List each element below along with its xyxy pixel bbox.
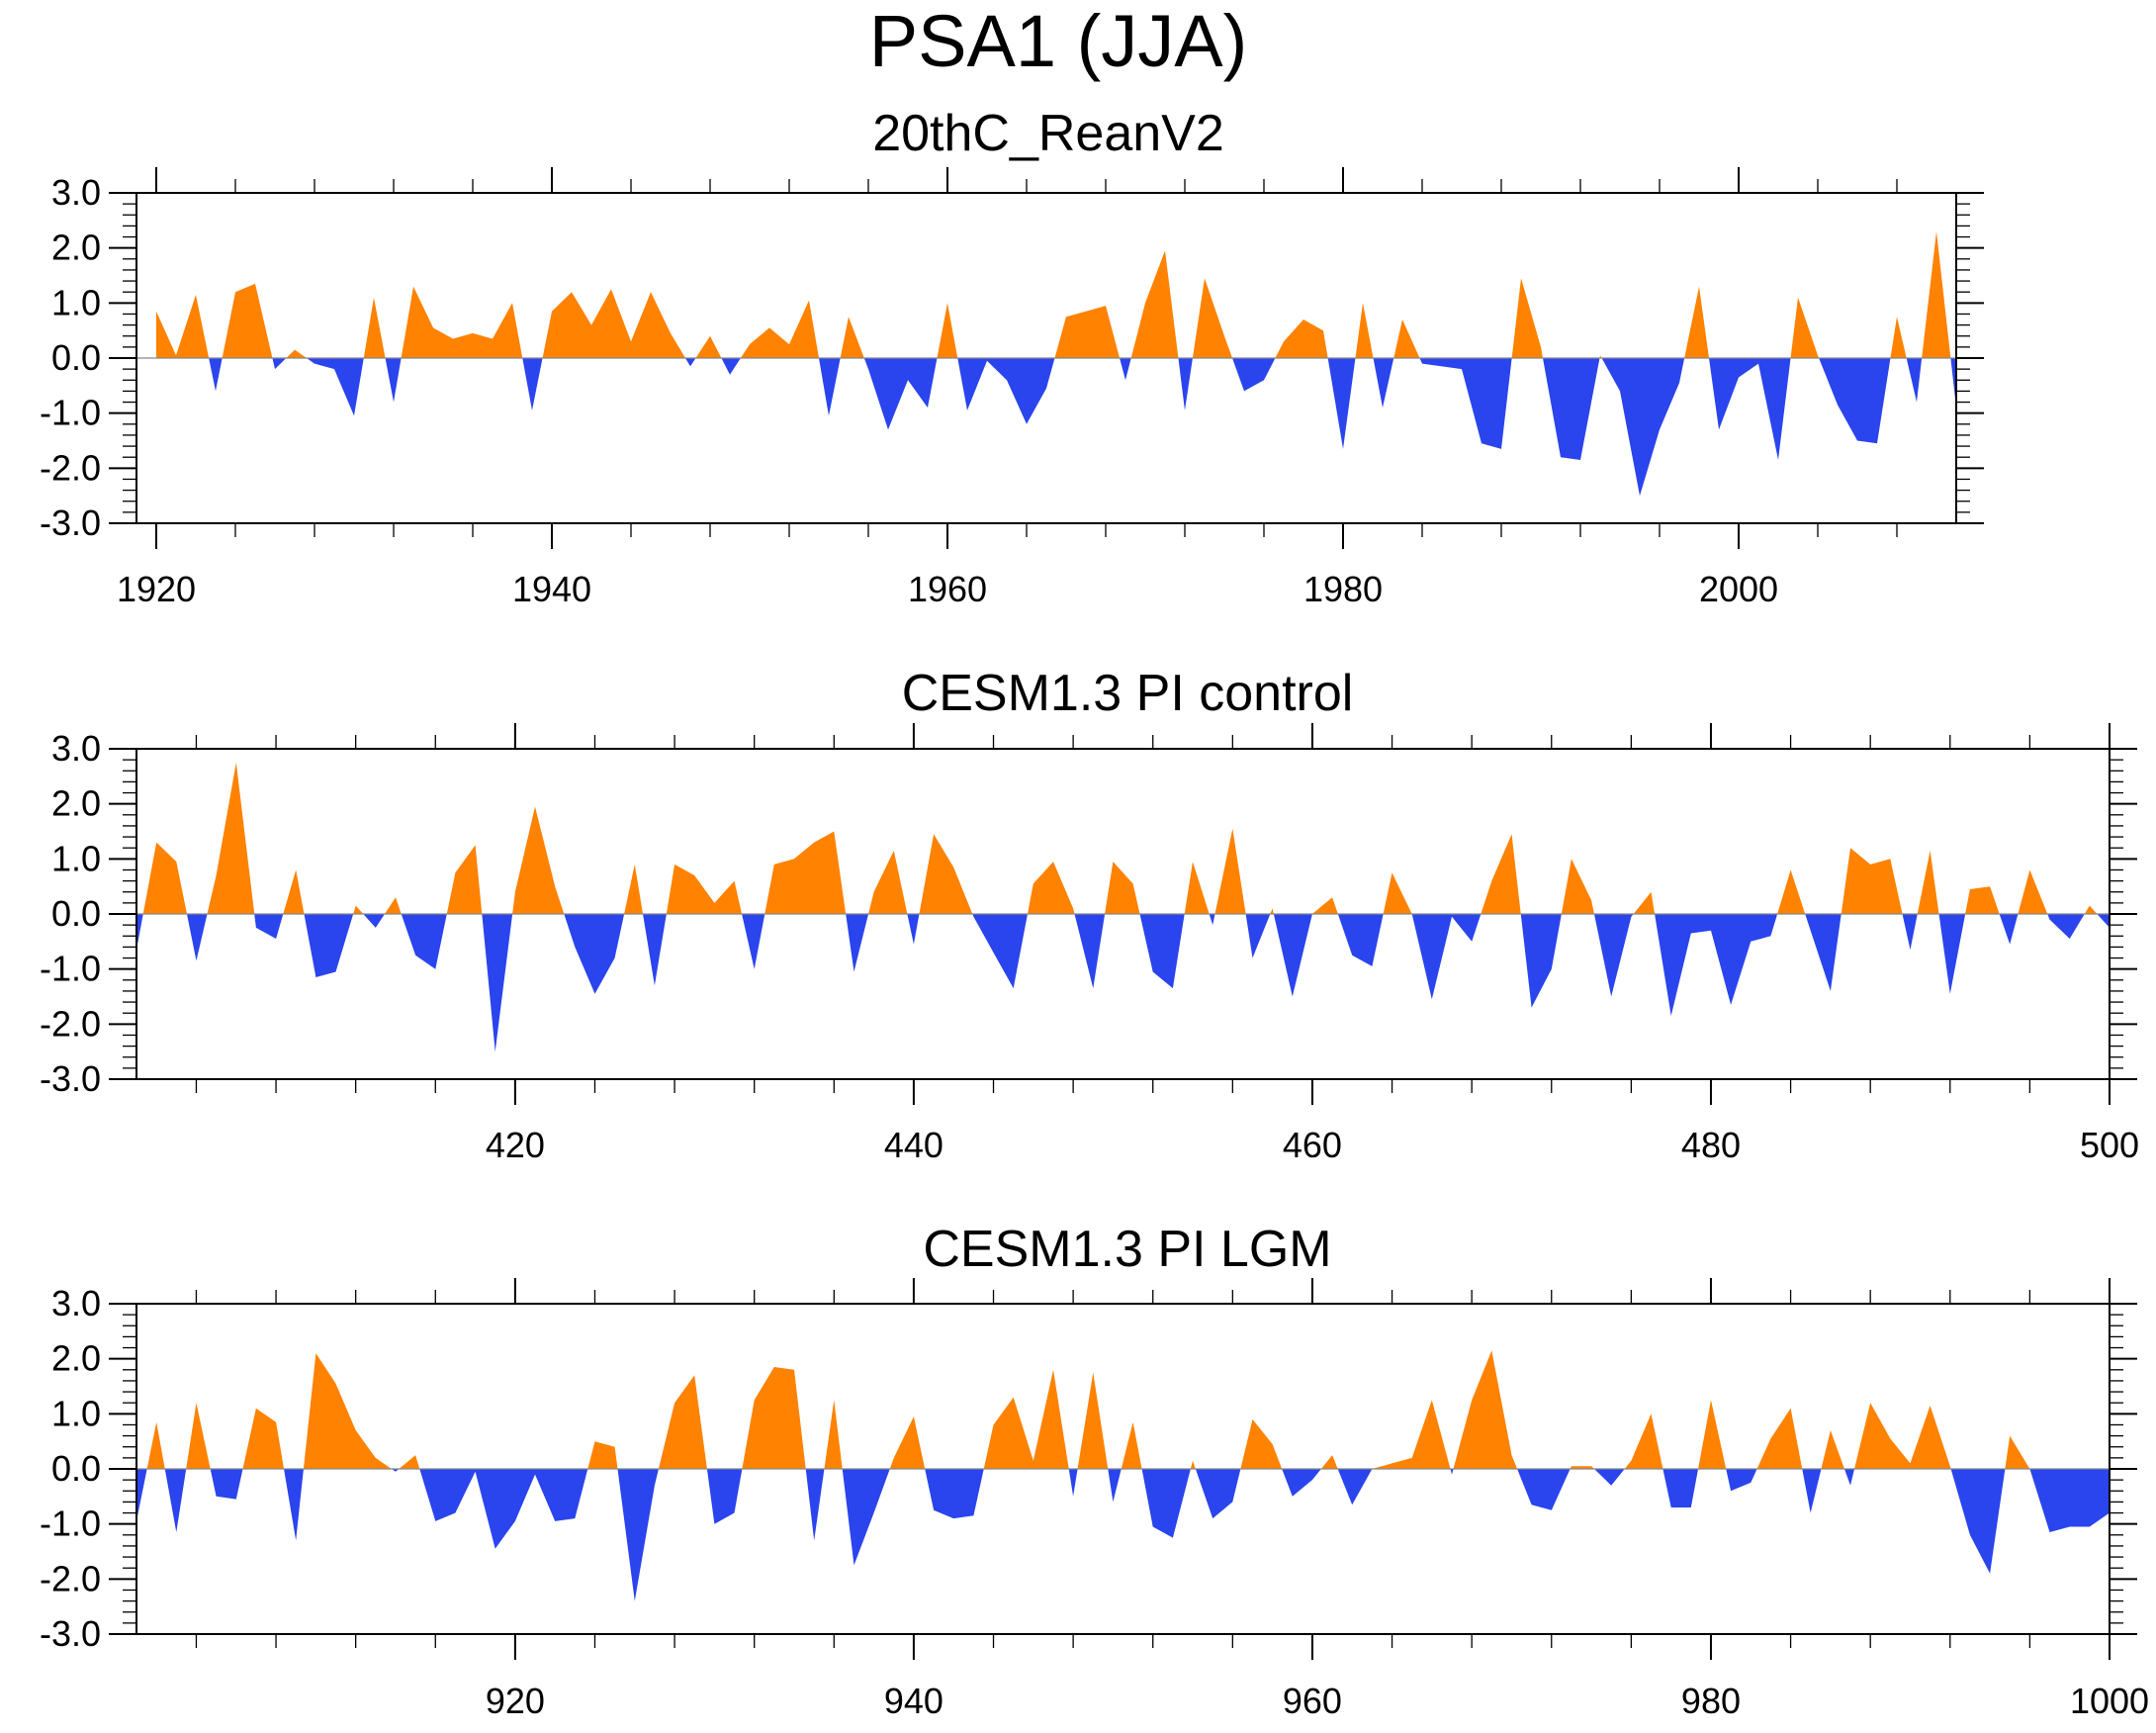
panel-1-title: 20thC_ReanV2 [872,105,1224,162]
x-tick-label: 440 [884,1125,943,1165]
x-tick-label: 480 [1681,1125,1741,1165]
plots: 3.0 2.0 1.0 0.0 -1.0 -2.0 -3.0 1920 1940 1960 1980… [40,167,2149,1721]
y-tick-label: 2.0 [51,1338,101,1379]
x-tick-label: 980 [1681,1681,1741,1721]
panel-3: 3.0 2.0 1.0 0.0 -1.0 -2.0 -3.0 920 940 960 980 1000 [40,1278,2149,1721]
y-tick-label: 0.0 [51,337,101,378]
y-tick-label: 3.0 [51,1283,101,1323]
x-tick-label: 1980 [1303,569,1383,609]
x-tick-label: 1940 [512,569,591,609]
positive-area [156,231,1956,358]
y-tick-label: -3.0 [40,502,101,543]
x-tick-label: 1000 [2070,1681,2149,1721]
x-tick-label: 460 [1283,1125,1342,1165]
x-tick-label: 420 [486,1125,545,1165]
y-tick-label: 1.0 [51,838,101,878]
y-tick-label: 1.0 [51,1393,101,1433]
y-tick-label: -2.0 [40,1558,101,1598]
y-tick-label: 3.0 [51,728,101,769]
negative-area [136,914,2110,1052]
x-tick-label: 1960 [908,569,987,609]
y-tick-label: -2.0 [40,1003,101,1044]
panel-2-title: CESM1.3 PI control [902,665,1354,722]
y-tick-label: -3.0 [40,1613,101,1654]
x-tick-label: 920 [486,1681,545,1721]
y-tick-label: 2.0 [51,228,101,268]
x-tick-label: 960 [1283,1681,1342,1721]
x-tick-label: 940 [884,1681,943,1721]
panel-3-title: CESM1.3 PI LGM [923,1221,1331,1278]
y-tick-label: 1.0 [51,282,101,322]
y-tick-label: -1.0 [40,1504,101,1544]
x-tick-label: 1920 [117,569,196,609]
y-tick-label: 3.0 [51,172,101,213]
y-tick-label: -1.0 [40,949,101,989]
positive-area [136,762,2110,914]
panel-2: 3.0 2.0 1.0 0.0 -1.0 -2.0 -3.0 420 440 460 480 500 [40,723,2139,1165]
main-title: PSA1 (JJA) [868,0,1248,82]
x-tick-label: 500 [2080,1125,2139,1165]
negative-area [136,1469,2110,1601]
y-tick-label: -3.0 [40,1058,101,1099]
positive-area [136,1350,2110,1469]
y-tick-label: 2.0 [51,783,101,824]
x-tick-label: 2000 [1699,569,1778,609]
negative-area [156,358,1956,497]
y-tick-label: 0.0 [51,1448,101,1489]
y-tick-label: 0.0 [51,893,101,934]
y-tick-label: -1.0 [40,393,101,433]
y-tick-label: -2.0 [40,447,101,488]
panel-1: 3.0 2.0 1.0 0.0 -1.0 -2.0 -3.0 1920 1940 1960 1980… [40,167,1984,609]
